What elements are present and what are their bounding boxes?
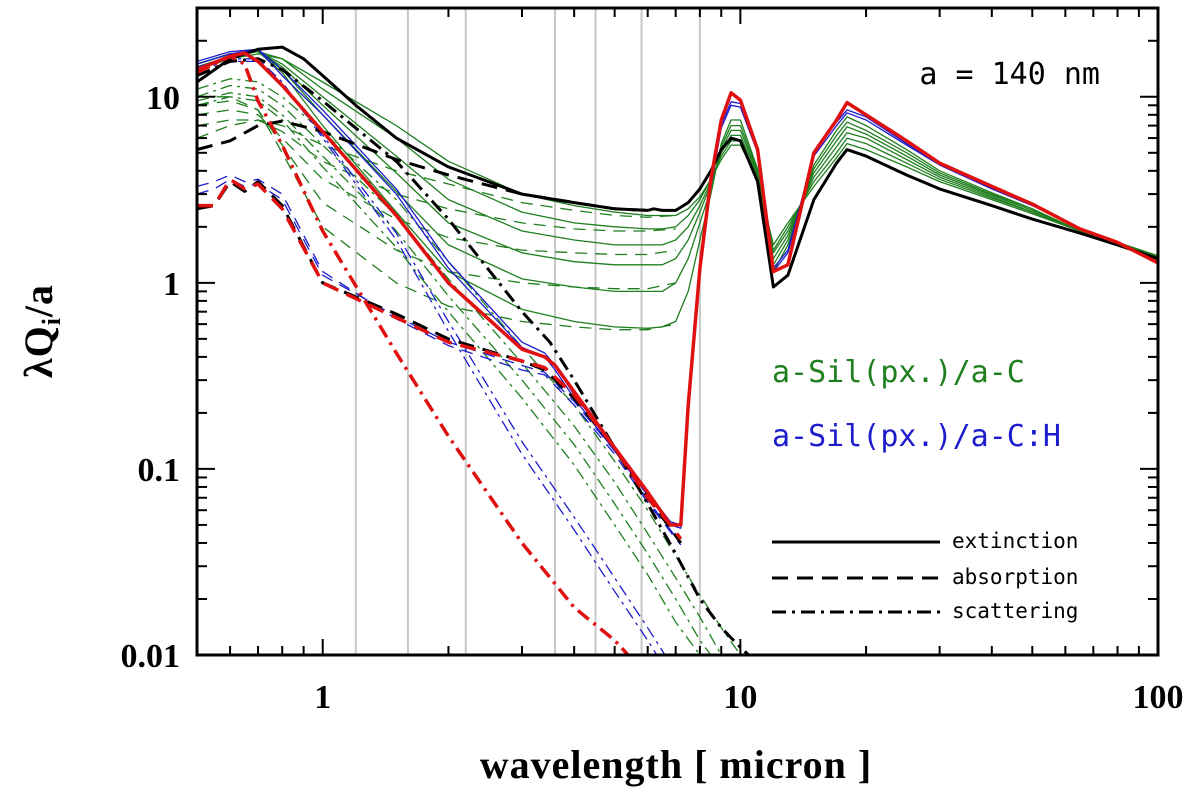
- y-axis-title-subscript: i: [37, 317, 66, 325]
- series-green-extinction-0: [197, 53, 1158, 257]
- y-axis-title: λQi/a: [16, 284, 66, 378]
- line-style-legend: extinction absorption scattering: [772, 529, 1078, 623]
- series-green-absorption-6: [197, 119, 676, 218]
- axis-ticks: [196, 7, 1159, 656]
- y-axis-title-suffix: /a: [16, 284, 61, 318]
- size-annotation: a = 140 nm: [919, 57, 1100, 92]
- series-blue-extinction-1: [197, 48, 1158, 529]
- series-green-extinction-5: [197, 50, 1158, 329]
- series-black-extinction-0: [197, 45, 1158, 289]
- material-label-a-sil-a-c: a-Sil(px.)/a-C: [772, 355, 1025, 390]
- y-tick-label: 10: [146, 80, 180, 117]
- material-label-a-sil-a-c-h: a-Sil(px.)/a-C:H: [772, 419, 1061, 454]
- legend-label-extinction: extinction: [952, 529, 1078, 553]
- legend-label-scattering: scattering: [952, 599, 1078, 623]
- reference-lines: [354, 8, 701, 655]
- series-red-extinction-0: [197, 51, 1158, 527]
- series-green-scattering-12: [197, 84, 722, 655]
- y-tick-label: 0.1: [138, 452, 181, 489]
- series-blue-scattering-4: [197, 58, 658, 655]
- series-blue-absorption-3: [197, 174, 682, 546]
- series-green-scattering-11: [197, 78, 741, 655]
- x-tick-label: 10: [723, 679, 757, 716]
- series-green-extinction-1: [197, 50, 1158, 258]
- x-axis-title: wavelength [ micron ]: [480, 742, 872, 787]
- y-tick-label: 1: [163, 266, 180, 303]
- y-axis-title-main: λQ: [16, 325, 61, 378]
- plot-frame: [195, 6, 1160, 657]
- tick-labels: 1 10 100 0.01 0.1 1 10: [121, 80, 1184, 716]
- x-tick-label: 100: [1133, 679, 1184, 716]
- series-blue-scattering-5: [197, 60, 666, 655]
- series-green-scattering-14: [197, 96, 701, 655]
- series-red-scattering-2: [197, 54, 631, 655]
- legend-label-absorption: absorption: [952, 565, 1078, 589]
- series-green-absorption-10: [197, 96, 676, 331]
- series-red-absorption-1: [197, 177, 683, 541]
- series-black-scattering-2: [197, 57, 751, 655]
- y-tick-label: 0.01: [121, 638, 181, 675]
- series-green-absorption-8: [197, 109, 676, 256]
- x-tick-label: 1: [314, 679, 331, 716]
- series-green-absorption-9: [197, 100, 676, 290]
- series-green-absorption-7: [197, 119, 676, 232]
- series-green-scattering-13: [197, 92, 712, 655]
- series-lines: [197, 45, 1158, 655]
